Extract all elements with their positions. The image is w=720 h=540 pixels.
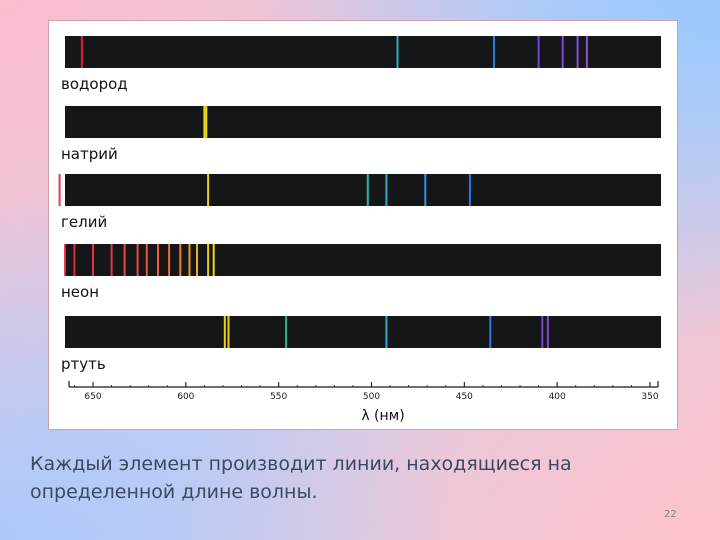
spectral-line bbox=[196, 244, 198, 276]
spectral-line bbox=[366, 174, 369, 206]
spectral-line bbox=[207, 174, 210, 206]
axis-tick-label: 500 bbox=[363, 392, 380, 402]
element-label: натрий bbox=[61, 145, 118, 163]
axis-tick-label: 600 bbox=[177, 392, 194, 402]
spectral-line bbox=[385, 174, 388, 206]
spectral-line bbox=[207, 244, 210, 276]
spectrum-strip bbox=[65, 36, 661, 68]
spectral-line bbox=[145, 244, 148, 276]
spectral-line bbox=[205, 106, 208, 138]
spectral-line bbox=[92, 244, 94, 276]
spectral-line bbox=[168, 244, 171, 276]
spectral-line bbox=[537, 36, 540, 68]
slide-caption: Каждый элемент производит линии, находящ… bbox=[30, 453, 572, 503]
spectra-figure: водород натрий гелий неон ртуть 650 600 550 500 4… bbox=[48, 20, 678, 430]
spectral-line bbox=[223, 316, 226, 348]
spectral-line bbox=[212, 244, 215, 276]
spectral-line bbox=[424, 174, 427, 206]
spectral-line bbox=[179, 244, 182, 276]
element-label: неон bbox=[61, 283, 99, 301]
element-label: гелий bbox=[61, 213, 107, 231]
spectral-line bbox=[561, 36, 564, 68]
spectral-line bbox=[493, 36, 495, 68]
spectrum-strip bbox=[65, 244, 661, 276]
spectral-line bbox=[227, 316, 230, 348]
spectral-line bbox=[489, 316, 492, 348]
spectrum-strip bbox=[65, 106, 661, 138]
spectral-line bbox=[188, 244, 191, 276]
spectral-line bbox=[576, 36, 579, 68]
spectral-line bbox=[285, 316, 288, 348]
element-label: водород bbox=[61, 75, 128, 93]
element-label: ртуть bbox=[61, 355, 106, 373]
spectral-line bbox=[396, 36, 399, 68]
axis-tick-label: 650 bbox=[84, 392, 101, 402]
spectral-line bbox=[468, 174, 471, 206]
spectral-line bbox=[136, 244, 139, 276]
spectral-line bbox=[385, 316, 388, 348]
spectral-line bbox=[73, 244, 76, 276]
axis-tick-label: 450 bbox=[456, 392, 473, 402]
spectral-line bbox=[110, 244, 113, 276]
slide-number: 22 bbox=[664, 509, 677, 520]
axis-tick-label: 550 bbox=[270, 392, 287, 402]
spectrum-strip bbox=[65, 174, 661, 206]
spectrum-strip bbox=[65, 316, 661, 348]
spectral-line bbox=[157, 244, 159, 276]
axis-tick-label: 350 bbox=[641, 392, 658, 402]
spectral-line bbox=[585, 36, 588, 68]
spectral-line bbox=[58, 174, 61, 206]
axis-tick-label: 400 bbox=[549, 392, 566, 402]
spectral-line bbox=[541, 316, 544, 348]
spectral-line bbox=[64, 244, 67, 276]
spectral-line bbox=[546, 316, 549, 348]
spectral-line bbox=[123, 244, 126, 276]
spectra-diagram: водород натрий гелий неон ртуть 650 600 550 500 4… bbox=[58, 36, 661, 424]
spectral-line bbox=[203, 106, 206, 138]
axis-title: λ (нм) bbox=[361, 408, 404, 424]
spectral-line bbox=[80, 36, 83, 68]
